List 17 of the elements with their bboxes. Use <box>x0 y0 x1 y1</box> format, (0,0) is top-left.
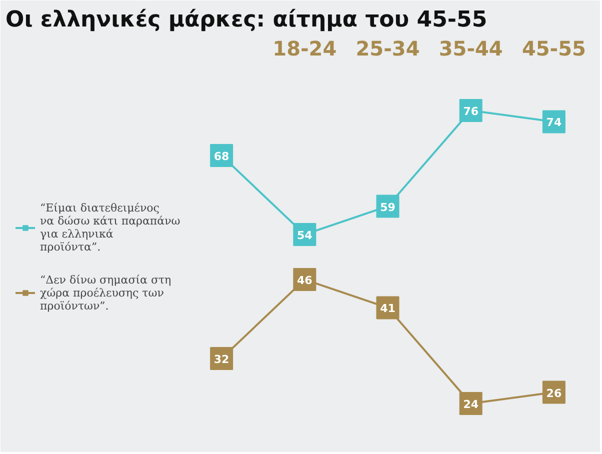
data-label: 32 <box>214 352 230 366</box>
data-label: 26 <box>546 386 562 400</box>
data-label: 76 <box>463 104 479 118</box>
data-label: 59 <box>380 200 396 214</box>
data-label: 68 <box>214 150 230 164</box>
data-label: 46 <box>297 274 313 288</box>
legend-label: “Δεν δίνω σημασία στη χώρα προέλευσης των προϊόντων”. <box>40 273 172 312</box>
chart-title: Οι ελληνικές μάρκες: αίτημα του 45-55 <box>6 8 488 32</box>
x-tick-label: 18-24 <box>272 36 337 60</box>
legend-label: “Είμαι διατεθειμένος να δώσω κάτι παραπάνω για ελληνικά προϊόντα”. <box>40 201 180 253</box>
data-label: 24 <box>463 398 479 412</box>
x-tick-label: 25-34 <box>356 36 420 60</box>
data-label: 54 <box>297 228 313 242</box>
data-label: 41 <box>380 302 396 316</box>
data-label: 74 <box>546 116 562 130</box>
x-tick-label: 35-44 <box>438 36 503 60</box>
x-tick-label: 45-55 <box>522 36 586 60</box>
